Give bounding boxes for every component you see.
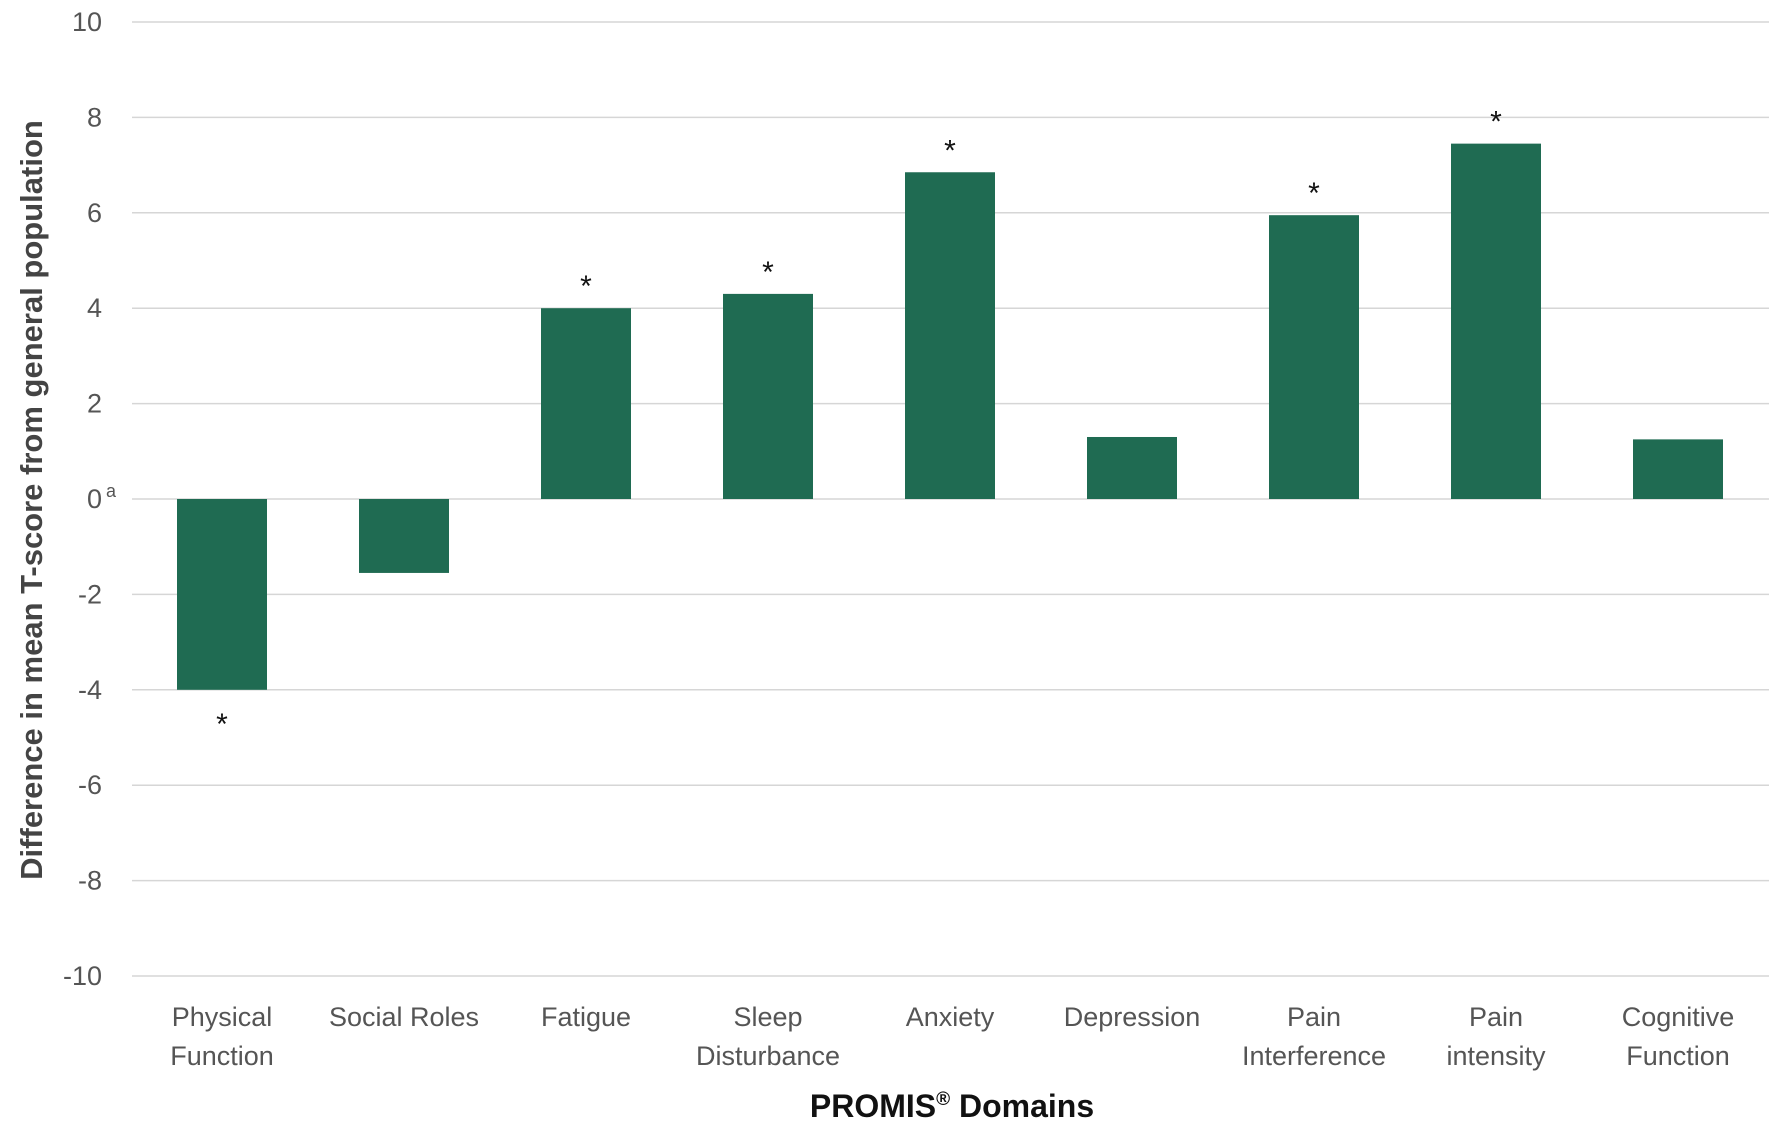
bar bbox=[1451, 143, 1541, 499]
significance-marker: * bbox=[944, 134, 956, 167]
x-category-label-line: Pain bbox=[1287, 1002, 1341, 1032]
x-category-label: Anxiety bbox=[906, 1002, 995, 1032]
x-category-label: Pain intensity bbox=[1446, 1002, 1546, 1071]
y-tick-label: 6 bbox=[87, 198, 102, 228]
x-category-label-line: Pain bbox=[1469, 1002, 1523, 1032]
bar bbox=[1269, 215, 1359, 499]
significance-markers: * * * * * * bbox=[216, 106, 1502, 741]
significance-marker: * bbox=[1308, 177, 1320, 210]
x-axis-title-main: PROMIS bbox=[810, 1088, 936, 1124]
significance-marker: * bbox=[762, 256, 774, 289]
bar bbox=[1087, 436, 1177, 499]
x-category-label: Cognitive Function bbox=[1622, 1002, 1735, 1071]
y-tick-label: -10 bbox=[63, 961, 102, 991]
x-category-label-line: Fatigue bbox=[541, 1002, 631, 1032]
bar bbox=[723, 293, 813, 499]
y-tick-label: 10 bbox=[72, 7, 102, 37]
bars bbox=[177, 143, 1723, 690]
x-category-label-line: Physical bbox=[172, 1002, 273, 1032]
x-category-label: Fatigue bbox=[541, 1002, 631, 1032]
x-category-label: Pain Interference bbox=[1242, 1002, 1386, 1071]
x-category-label: Social Roles bbox=[329, 1002, 479, 1032]
x-category-label-line: Interference bbox=[1242, 1041, 1386, 1071]
y-tick-label: 4 bbox=[87, 293, 102, 323]
bar bbox=[359, 499, 449, 573]
x-category-label-line: Function bbox=[1626, 1041, 1730, 1071]
bar bbox=[905, 172, 995, 499]
significance-marker: * bbox=[580, 270, 592, 303]
x-axis-title-registered-mark: ® bbox=[936, 1089, 950, 1110]
x-axis-title-rest: Domains bbox=[950, 1088, 1094, 1124]
x-category-label: Sleep Disturbance bbox=[696, 1002, 840, 1071]
bar bbox=[541, 308, 631, 499]
significance-marker: * bbox=[1490, 106, 1502, 139]
y-tick-label: 8 bbox=[87, 102, 102, 132]
x-category-label-line: Anxiety bbox=[906, 1002, 995, 1032]
zero-tick-footnote: a bbox=[106, 481, 117, 501]
y-tick-label: -8 bbox=[78, 866, 102, 896]
y-tick-label: -4 bbox=[78, 675, 102, 705]
bar bbox=[1633, 439, 1723, 499]
y-tick-label: -6 bbox=[78, 770, 102, 800]
y-axis-ticks: 10 8 6 4 2 0 a -2 -4 -6 -8 -10 bbox=[63, 7, 117, 991]
x-axis-title: PROMIS® Domains bbox=[810, 1088, 1094, 1124]
x-category-label-line: intensity bbox=[1446, 1041, 1546, 1071]
y-tick-label: 2 bbox=[87, 389, 102, 419]
x-category-label-line: Depression bbox=[1064, 1002, 1201, 1032]
x-category-label-line: Disturbance bbox=[696, 1041, 840, 1071]
x-category-label: Physical Function bbox=[170, 1002, 274, 1071]
x-category-label-line: Sleep bbox=[733, 1002, 802, 1032]
y-axis-title: Difference in mean T-score from general … bbox=[14, 120, 49, 880]
y-tick-label: 0 bbox=[87, 484, 102, 514]
x-axis-category-labels: Physical Function Social Roles Fatigue Sleep… bbox=[170, 1002, 1734, 1071]
x-category-label: Depression bbox=[1064, 1002, 1201, 1032]
x-category-label-line: Cognitive bbox=[1622, 1002, 1735, 1032]
significance-marker: * bbox=[216, 708, 228, 741]
x-category-label-line: Function bbox=[170, 1041, 274, 1071]
x-category-label-line: Social Roles bbox=[329, 1002, 479, 1032]
bar bbox=[177, 499, 267, 690]
y-tick-label: -2 bbox=[78, 579, 102, 609]
